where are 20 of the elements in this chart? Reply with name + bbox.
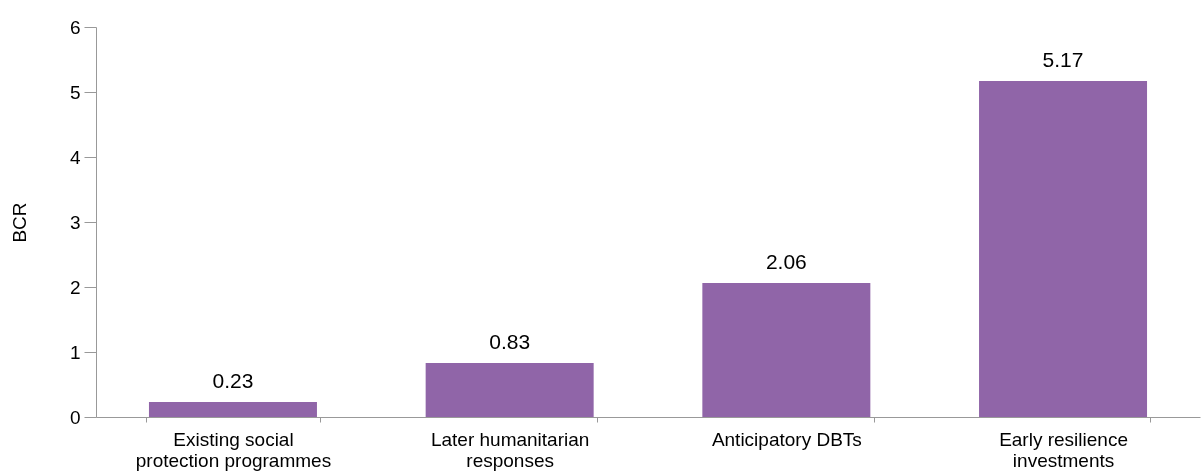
x-tick-label: Early resilience investments [999,428,1128,471]
data-label: 5.17 [1042,47,1084,71]
x-tick-label: Anticipatory DBTs [711,428,862,450]
y-tick-label: 2 [69,276,81,298]
data-label: 0.83 [489,330,531,354]
bar [425,363,594,417]
y-tick-label: 1 [69,341,81,363]
data-label: 0.23 [212,369,254,393]
bar [148,402,317,417]
y-tick-label: 3 [69,211,81,233]
y-tick-label: 0 [69,406,81,428]
y-tick-label: 6 [69,16,81,38]
data-label: 2.06 [765,250,807,274]
bar [979,80,1148,417]
x-tick-label: Existing social protection programmes [135,428,332,471]
y-axis-title: BCR [8,202,30,243]
x-tick-label: Later humanitarian responses [430,428,590,471]
y-tick-label: 4 [69,146,81,168]
y-tick-label: 5 [69,81,81,103]
bar [702,283,871,417]
